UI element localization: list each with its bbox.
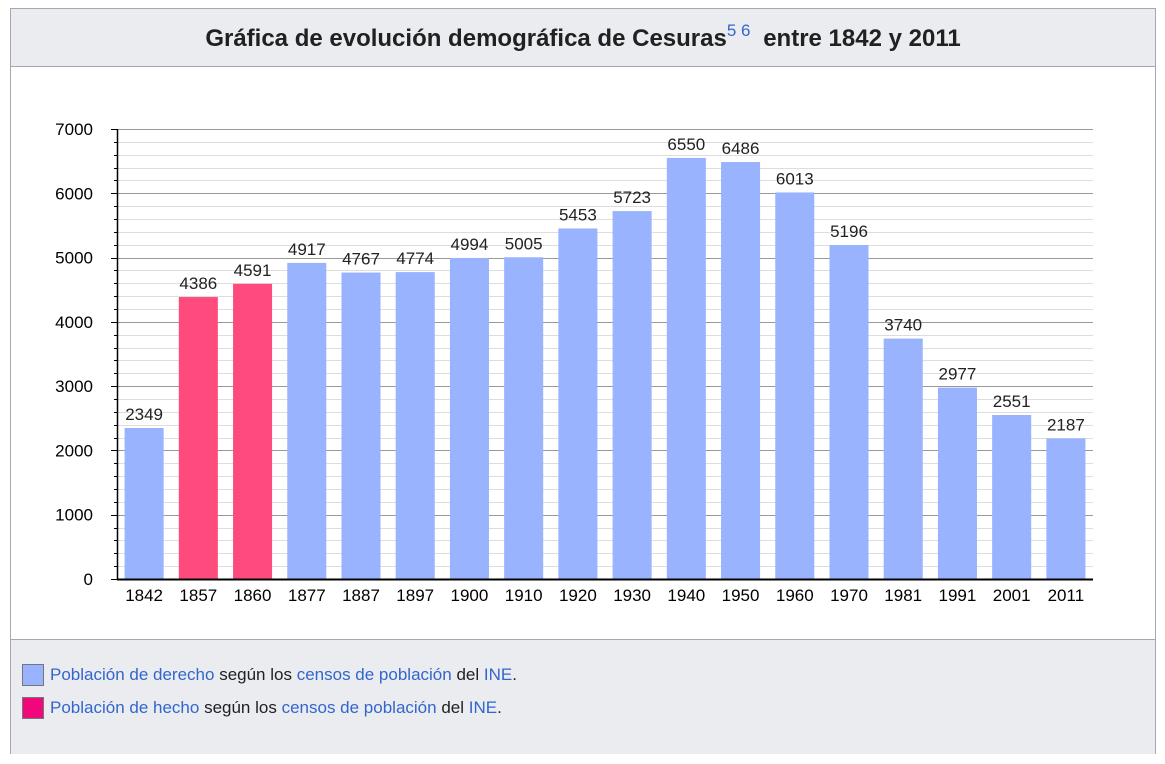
- bar: [1046, 438, 1086, 579]
- legend-text: del: [451, 665, 484, 684]
- data-label: 5453: [559, 205, 597, 224]
- chart-area: 0 1000 2000 3000 4000 5000 6000 7000 2349 4386 45…: [11, 67, 1155, 639]
- bar: [612, 211, 652, 580]
- legend-text: del: [436, 698, 469, 717]
- data-label: 6486: [722, 139, 760, 158]
- bar: [233, 283, 273, 579]
- reference-link-5[interactable]: 5: [726, 21, 737, 40]
- y-tick-label: 2000: [55, 441, 93, 460]
- legend-swatch-hecho: [22, 696, 44, 719]
- link-poblacion-hecho[interactable]: Población de hecho: [50, 698, 200, 717]
- data-label: 4774: [396, 249, 434, 268]
- data-label: 2187: [1047, 415, 1085, 434]
- bar: [124, 427, 164, 579]
- bar: [287, 262, 327, 579]
- bar: [558, 228, 598, 579]
- x-tick-label: 1900: [451, 586, 489, 605]
- legend-item-hecho: Población de hecho según los censos de p…: [22, 696, 502, 720]
- x-tick-label: 1897: [396, 586, 434, 605]
- data-label: 5196: [830, 222, 868, 241]
- x-tick-label: 1991: [939, 586, 977, 605]
- legend-text: según los: [214, 665, 297, 684]
- data-label: 6013: [776, 169, 814, 188]
- bar: [775, 192, 815, 579]
- x-tick-label: 1950: [722, 586, 760, 605]
- x-tick-label: 1920: [559, 586, 597, 605]
- x-tick-label: 1857: [179, 586, 217, 605]
- bar: [341, 272, 381, 579]
- caption-tail: entre 1842 y 2011: [763, 25, 961, 52]
- bar: [721, 162, 761, 579]
- data-label: 2349: [125, 405, 163, 424]
- legend-text: según los: [199, 698, 282, 717]
- bar: [992, 415, 1032, 579]
- data-label: 4917: [288, 240, 326, 259]
- x-tick-label: 2001: [993, 586, 1031, 605]
- data-label: 2977: [939, 365, 977, 384]
- data-label: 6550: [667, 135, 705, 154]
- data-label: 3740: [884, 316, 922, 335]
- demography-chart-box: Gráfica de evolución demográfica de Cesu…: [10, 8, 1156, 754]
- data-label: 4767: [342, 250, 380, 269]
- legend-swatch-derecho: [22, 663, 44, 686]
- legend-item-derecho: Población de derecho según los censos de…: [22, 663, 517, 687]
- bar: [829, 244, 869, 579]
- y-tick-label: 3000: [55, 377, 93, 396]
- bar: [937, 387, 977, 579]
- y-tick-label: 7000: [55, 120, 93, 139]
- bar: [666, 157, 706, 579]
- caption-title: Gráfica de evolución demográfica de Cesu…: [205, 25, 727, 52]
- y-axis: 0 1000 2000 3000 4000 5000 6000 7000: [55, 120, 119, 589]
- bar: [883, 338, 923, 579]
- y-tick-label: 1000: [55, 506, 93, 525]
- link-ine[interactable]: INE: [483, 665, 513, 684]
- y-tick-label: 6000: [55, 184, 93, 203]
- link-poblacion-derecho[interactable]: Población de derecho: [50, 665, 215, 684]
- data-label: 5723: [613, 188, 651, 207]
- x-tick-label: 1887: [342, 586, 380, 605]
- y-tick-label: 5000: [55, 249, 93, 268]
- link-censos[interactable]: censos de población: [296, 665, 452, 684]
- legend-text: .: [497, 698, 502, 717]
- x-axis: 1842 1857 1860 1877 1887 1897 1900 1910 1920 1930…: [117, 578, 1093, 605]
- x-tick-label: 1842: [125, 586, 163, 605]
- x-tick-label: 1981: [884, 586, 922, 605]
- data-label: 5005: [505, 234, 543, 253]
- value-labels: 2349 4386 4591 4917 4767 4774 4994 5005 5453 5723…: [125, 135, 1085, 434]
- y-tick-label: 0: [84, 570, 93, 589]
- x-tick-label: 1940: [667, 586, 705, 605]
- x-tick-label: 1970: [830, 586, 868, 605]
- bar: [178, 297, 218, 579]
- bars: [124, 157, 1086, 580]
- data-label: 4386: [179, 274, 217, 293]
- bar: [504, 257, 544, 579]
- y-tick-label: 4000: [55, 313, 93, 332]
- legend: Población de derecho según los censos de…: [11, 639, 1155, 754]
- link-censos[interactable]: censos de población: [281, 698, 437, 717]
- legend-text: .: [512, 665, 517, 684]
- bar: [449, 257, 489, 579]
- bar: [395, 272, 435, 579]
- link-ine[interactable]: INE: [468, 698, 498, 717]
- population-bar-chart: 0 1000 2000 3000 4000 5000 6000 7000 2349 4386 45…: [55, 120, 1093, 605]
- chart-caption: Gráfica de evolución demográfica de Cesu…: [11, 9, 1155, 67]
- x-tick-label: 1960: [776, 586, 814, 605]
- grid-lines: [117, 129, 1093, 580]
- data-label: 2551: [993, 392, 1031, 411]
- data-label: 4994: [451, 235, 489, 254]
- x-tick-label: 2011: [1048, 586, 1085, 605]
- reference-link-6[interactable]: 6: [741, 21, 751, 40]
- x-tick-label: 1860: [234, 586, 272, 605]
- data-label: 4591: [234, 261, 272, 280]
- x-tick-label: 1910: [505, 586, 543, 605]
- x-tick-label: 1877: [288, 586, 326, 605]
- x-tick-label: 1930: [613, 586, 651, 605]
